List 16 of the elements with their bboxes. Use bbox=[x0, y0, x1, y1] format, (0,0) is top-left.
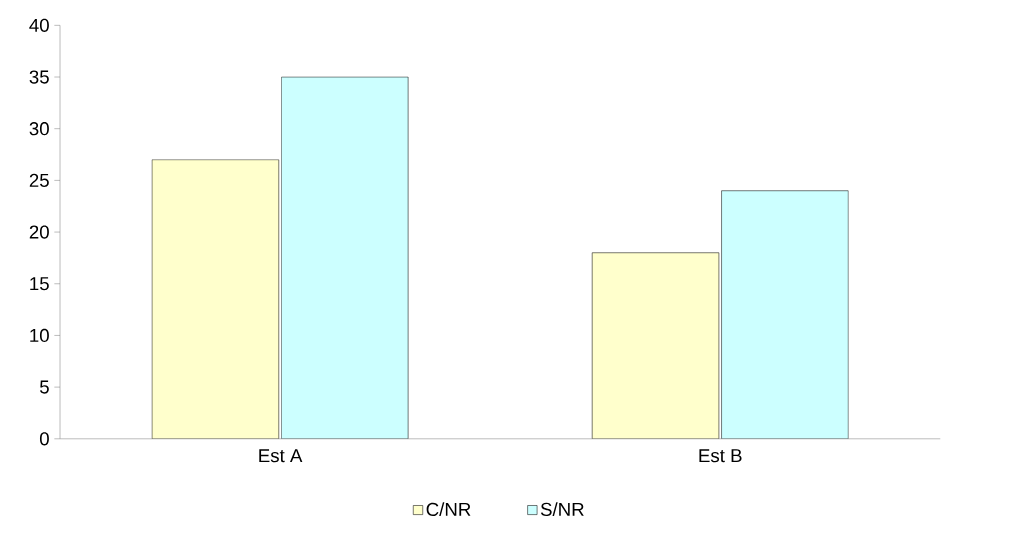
y-tick-label: 5 bbox=[39, 380, 49, 394]
x-tick-label: Est A bbox=[259, 449, 303, 463]
y-tick-label: 10 bbox=[30, 329, 49, 343]
y-tick-label: 40 bbox=[29, 18, 49, 33]
legend-label: C/NR bbox=[426, 502, 471, 517]
bar bbox=[281, 77, 409, 440]
y-tick-label: 15 bbox=[30, 277, 49, 291]
bar bbox=[151, 159, 280, 440]
x-tick-label: Est B bbox=[699, 449, 742, 463]
legend-label: S/NR bbox=[540, 502, 584, 517]
y-tick-label: 30 bbox=[29, 122, 49, 136]
y-tick-label: 25 bbox=[29, 174, 49, 188]
bar bbox=[591, 252, 720, 440]
y-tick-label: 20 bbox=[29, 225, 49, 239]
y-tick-label: 35 bbox=[29, 70, 49, 84]
y-tick-label: 0 bbox=[39, 432, 49, 446]
